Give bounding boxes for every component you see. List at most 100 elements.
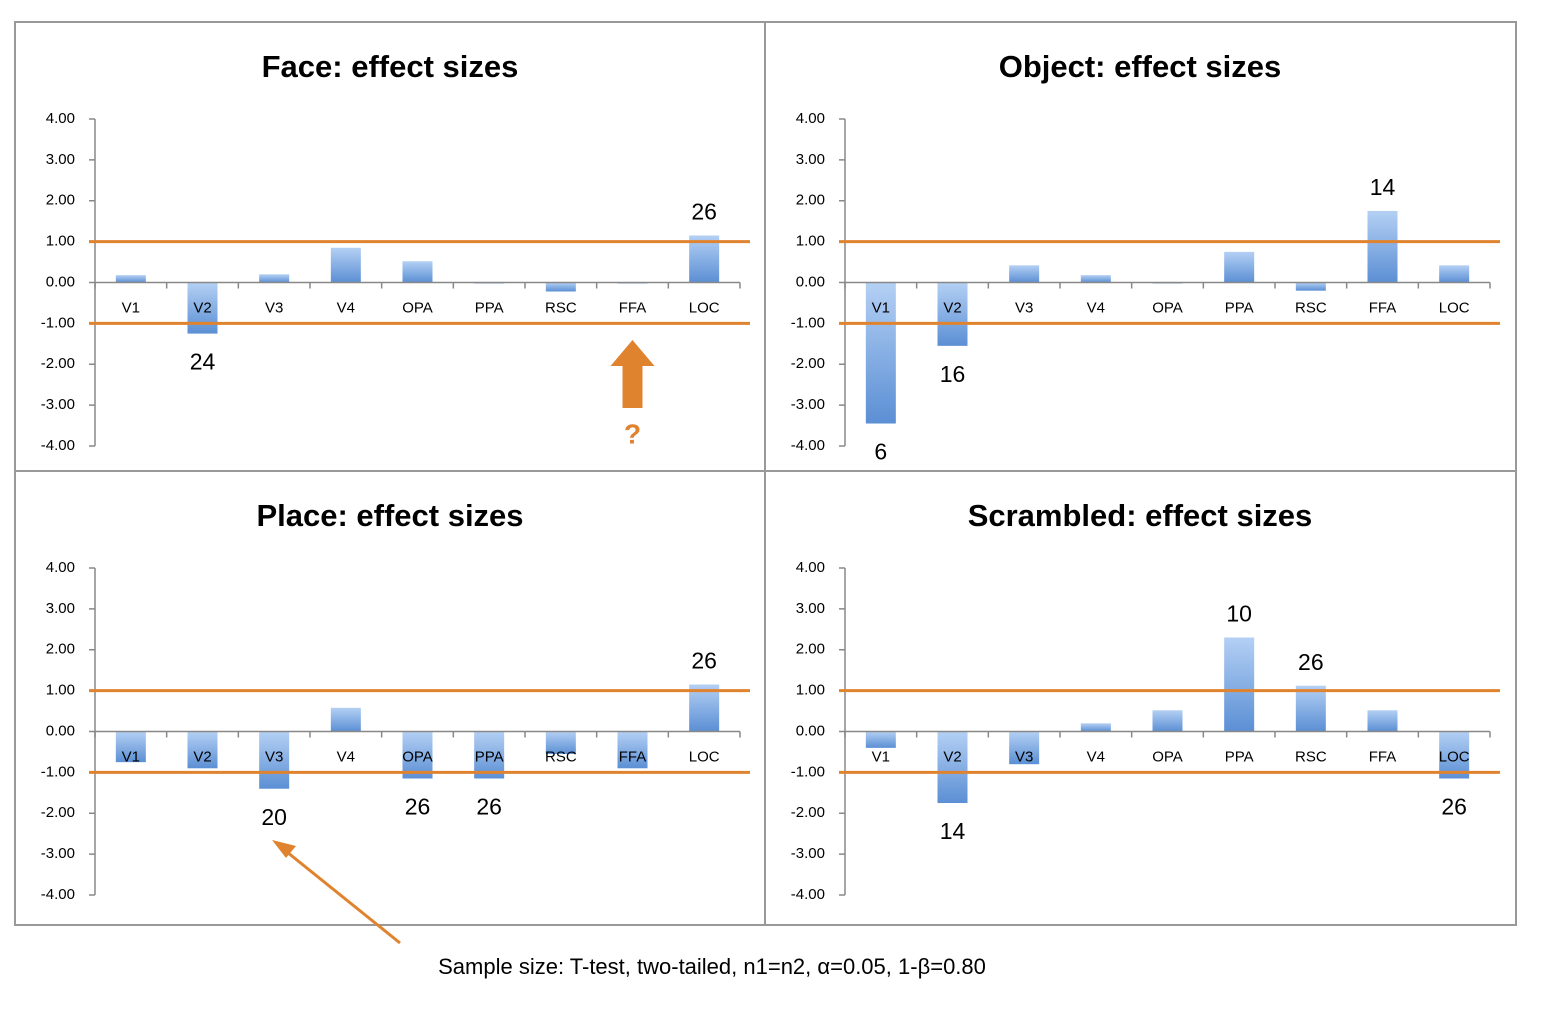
y-tick-label: -3.00 <box>791 396 825 413</box>
bar <box>330 247 361 283</box>
bar <box>115 731 146 763</box>
note: Sample size: T-test, two-tailed, n1=n2, … <box>438 954 986 979</box>
x-tick-label: V1 <box>122 299 140 316</box>
sample-size-label: 26 <box>405 794 431 820</box>
bar <box>259 274 290 283</box>
bar <box>1224 637 1255 732</box>
bar <box>259 731 290 789</box>
bar <box>115 275 146 283</box>
x-tick-label: V2 <box>193 299 211 316</box>
x-tick-label: V1 <box>122 748 140 765</box>
y-tick-label: -1.00 <box>41 314 75 331</box>
chart-title: Scrambled: effect sizes <box>968 498 1313 533</box>
y-tick-label: 2.00 <box>46 641 75 658</box>
x-tick-label: V3 <box>1015 748 1033 765</box>
bar <box>187 731 218 769</box>
y-tick-label: -1.00 <box>41 763 75 780</box>
x-tick-label: V1 <box>872 748 890 765</box>
x-tick-label: LOC <box>1439 748 1470 765</box>
x-tick-label: OPA <box>402 299 433 316</box>
bar <box>689 684 720 732</box>
sample-size-label: 26 <box>476 794 502 820</box>
x-tick-label: LOC <box>689 299 720 316</box>
x-tick-label: OPA <box>1152 299 1183 316</box>
y-tick-label: 1.00 <box>46 682 75 699</box>
y-tick-label: 2.00 <box>796 192 825 209</box>
sample-size-label: 6 <box>874 439 887 465</box>
y-tick-label: -1.00 <box>791 763 825 780</box>
y-tick-label: -4.00 <box>41 886 75 903</box>
y-tick-label: 3.00 <box>796 151 825 168</box>
x-tick-label: FFA <box>1369 748 1397 765</box>
x-tick-label: RSC <box>1295 299 1327 316</box>
x-tick-label: V3 <box>265 299 283 316</box>
sample-size-label: 20 <box>261 804 287 830</box>
y-tick-label: -4.00 <box>41 437 75 454</box>
y-tick-label: -2.00 <box>791 355 825 372</box>
y-tick-label: -1.00 <box>791 314 825 331</box>
x-tick-label: V3 <box>1015 299 1033 316</box>
bar <box>689 235 720 283</box>
y-tick-label: 1.00 <box>796 682 825 699</box>
y-tick-label: 3.00 <box>46 151 75 168</box>
x-tick-label: RSC <box>545 299 577 316</box>
y-tick-label: 2.00 <box>796 641 825 658</box>
bar <box>187 282 218 334</box>
y-tick-label: -2.00 <box>41 355 75 372</box>
y-tick-label: 0.00 <box>796 273 825 290</box>
bar <box>1439 731 1470 779</box>
y-tick-label: -3.00 <box>41 845 75 862</box>
bar <box>545 731 576 754</box>
x-tick-label: V2 <box>943 299 961 316</box>
x-tick-label: OPA <box>1152 748 1183 765</box>
y-tick-label: 0.00 <box>46 273 75 290</box>
y-tick-label: -4.00 <box>791 886 825 903</box>
bar <box>1009 731 1040 765</box>
x-tick-label: LOC <box>1439 299 1470 316</box>
x-tick-label: V4 <box>337 748 355 765</box>
y-tick-label: -2.00 <box>41 804 75 821</box>
y-tick-label: -3.00 <box>791 845 825 862</box>
x-tick-label: RSC <box>545 748 577 765</box>
bar <box>865 282 896 424</box>
bar <box>1367 710 1398 732</box>
bar <box>402 261 433 283</box>
y-tick-label: 2.00 <box>46 192 75 209</box>
y-tick-label: 3.00 <box>46 600 75 617</box>
chart-title: Object: effect sizes <box>999 49 1282 84</box>
x-tick-label: OPA <box>402 748 433 765</box>
x-tick-label: V1 <box>872 299 890 316</box>
x-tick-label: FFA <box>619 299 647 316</box>
bar <box>1367 210 1398 283</box>
y-tick-label: 4.00 <box>46 559 75 576</box>
bar <box>1009 265 1040 283</box>
sample-size-label: 10 <box>1226 601 1252 627</box>
sample-size-label: 26 <box>1298 649 1324 675</box>
bar <box>617 731 648 769</box>
y-tick-label: 4.00 <box>796 110 825 127</box>
bar <box>1080 275 1111 283</box>
x-tick-label: PPA <box>1225 299 1254 316</box>
bar <box>1080 723 1111 732</box>
x-tick-label: FFA <box>619 748 647 765</box>
sample-size-label: 14 <box>940 818 966 844</box>
sample-size-label: 16 <box>940 361 966 387</box>
x-tick-label: PPA <box>475 299 504 316</box>
x-tick-label: V2 <box>193 748 211 765</box>
bar <box>1295 685 1326 732</box>
sample-size-label: 26 <box>691 648 717 674</box>
y-tick-label: -3.00 <box>41 396 75 413</box>
x-tick-label: FFA <box>1369 299 1397 316</box>
bar <box>545 282 576 292</box>
bar <box>937 282 968 346</box>
y-tick-label: 4.00 <box>46 110 75 127</box>
note-arrow <box>281 846 401 945</box>
bar <box>330 707 361 732</box>
annotation-arrow <box>610 340 655 408</box>
bar <box>1295 282 1326 291</box>
bar <box>1224 251 1255 283</box>
note-arrow-head <box>272 840 296 858</box>
y-tick-label: 1.00 <box>796 233 825 250</box>
sample-size-label: 26 <box>691 199 717 225</box>
